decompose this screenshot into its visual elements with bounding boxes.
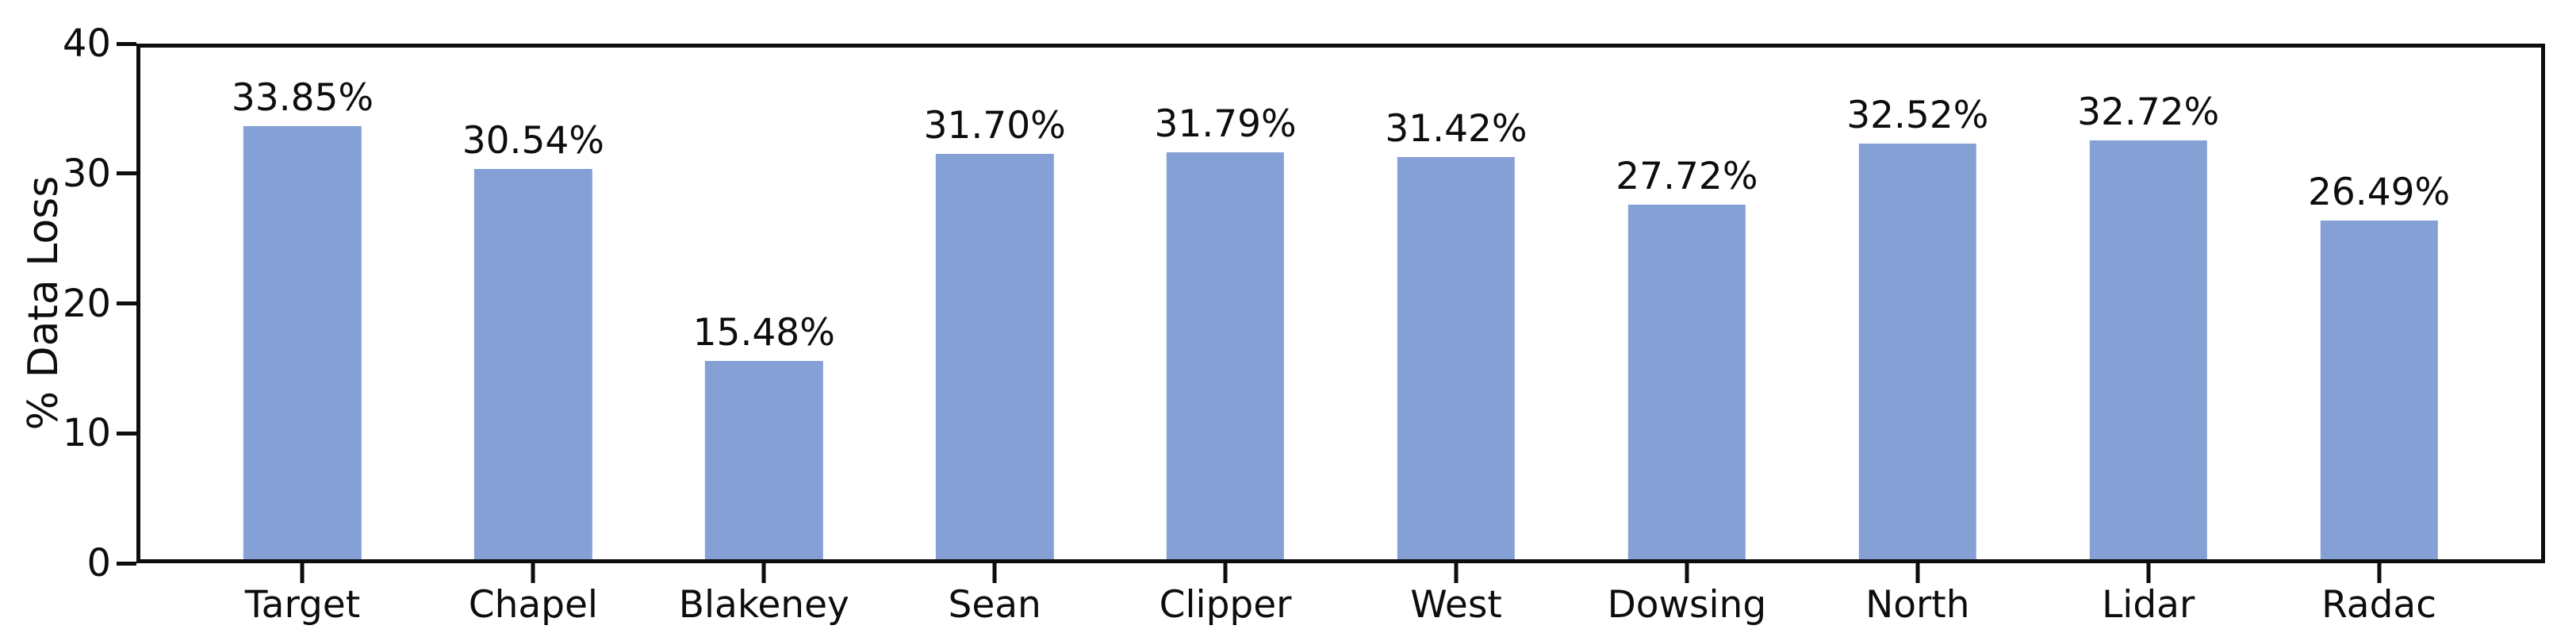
bar-chapel — [474, 168, 592, 559]
bar-slot-clipper: 31.79% — [1110, 48, 1341, 559]
bar-target — [243, 126, 362, 559]
bar-slot-chapel: 30.54% — [418, 48, 649, 559]
x-tick-mark-lidar — [2146, 563, 2151, 583]
x-tick-mark-dowsing — [1685, 563, 1689, 583]
bar-value-label-blakeney: 15.48% — [692, 311, 835, 355]
bar-slot-north: 32.52% — [1802, 48, 2033, 559]
y-tick-label-10: 10 — [62, 411, 111, 456]
x-tick-mark-clipper — [1223, 563, 1228, 583]
x-tick-label-north: North — [1865, 583, 1970, 627]
x-slot-lidar: Lidar — [2033, 563, 2264, 637]
x-tick-mark-sean — [992, 563, 997, 583]
bar-sean — [935, 153, 1054, 559]
bar-slot-dowsing: 27.72% — [1571, 48, 1802, 559]
bar-value-label-lidar: 32.72% — [2077, 90, 2220, 135]
x-tick-label-west: West — [1410, 583, 1502, 627]
bar-slot-target: 33.85% — [187, 48, 418, 559]
bar-value-label-west: 31.42% — [1385, 107, 1528, 152]
x-tick-mark-north — [1915, 563, 1920, 583]
bar-value-label-target: 33.85% — [231, 76, 374, 121]
x-slot-north: North — [1802, 563, 2033, 637]
x-slot-dowsing: Dowsing — [1571, 563, 1802, 637]
x-tick-label-lidar: Lidar — [2102, 583, 2195, 627]
x-tick-mark-radac — [2377, 563, 2382, 583]
x-tick-mark-chapel — [531, 563, 535, 583]
bar-radac — [2320, 220, 2438, 559]
y-tick-mark-40 — [117, 41, 136, 46]
bar-west — [1397, 157, 1516, 559]
x-tick-label-dowsing: Dowsing — [1607, 583, 1767, 627]
y-tick-mark-0 — [117, 561, 136, 566]
bar-value-label-dowsing: 27.72% — [1616, 155, 1758, 199]
bar-lidar — [2089, 140, 2207, 559]
x-axis: Target Chapel Blakeney Sean Clipper West Dowsi… — [136, 563, 2545, 637]
x-tick-label-chapel: Chapel — [468, 583, 598, 627]
x-slot-blakeney: Blakeney — [649, 563, 880, 637]
x-tick-label-blakeney: Blakeney — [678, 583, 849, 627]
x-tick-mark-target — [300, 563, 305, 583]
y-tick-label-20: 20 — [62, 281, 111, 326]
x-slot-radac: Radac — [2264, 563, 2494, 637]
x-slot-sean: Sean — [880, 563, 1110, 637]
x-tick-label-clipper: Clipper — [1159, 583, 1292, 627]
bar-dowsing — [1627, 205, 1746, 559]
y-tick-mark-10 — [117, 431, 136, 436]
bar-value-label-radac: 26.49% — [2308, 170, 2451, 214]
bar-value-label-sean: 31.70% — [923, 103, 1066, 148]
bar-slot-sean: 31.70% — [880, 48, 1110, 559]
bar-clipper — [1166, 152, 1285, 559]
x-tick-mark-blakeney — [761, 563, 766, 583]
x-slot-clipper: Clipper — [1110, 563, 1341, 637]
x-tick-label-radac: Radac — [2321, 583, 2437, 627]
bar-north — [1858, 143, 1976, 559]
x-slot-chapel: Chapel — [418, 563, 649, 637]
bar-blakeney — [705, 361, 823, 559]
bar-slot-west: 31.42% — [1341, 48, 1572, 559]
x-tick-label-sean: Sean — [948, 583, 1041, 627]
plot-area: 33.85% 30.54% 15.48% 31.70% 31.79% 31.42% 27.7… — [136, 44, 2545, 563]
x-slot-target: Target — [187, 563, 418, 637]
x-tick-mark-west — [1454, 563, 1459, 583]
bar-slot-radac: 26.49% — [2264, 48, 2494, 559]
y-tick-label-40: 40 — [62, 21, 111, 66]
bar-value-label-chapel: 30.54% — [462, 118, 604, 163]
y-tick-label-0: 0 — [86, 541, 111, 585]
x-slot-west: West — [1341, 563, 1572, 637]
y-tick-mark-20 — [117, 301, 136, 305]
bar-slot-blakeney: 15.48% — [649, 48, 880, 559]
y-tick-label-30: 30 — [62, 151, 111, 196]
bar-value-label-clipper: 31.79% — [1154, 102, 1297, 147]
bar-value-label-north: 32.52% — [1846, 93, 1989, 137]
x-tick-label-target: Target — [244, 583, 361, 627]
bar-slot-lidar: 32.72% — [2033, 48, 2264, 559]
y-axis: 0 10 20 30 40 — [0, 25, 136, 582]
y-tick-mark-30 — [117, 171, 136, 176]
